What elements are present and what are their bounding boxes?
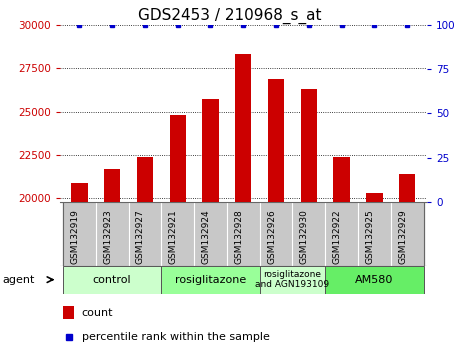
Text: GSM132923: GSM132923 [103,210,112,264]
Text: GSM132927: GSM132927 [136,210,145,264]
Text: GSM132925: GSM132925 [365,210,375,264]
Text: GSM132924: GSM132924 [202,210,211,264]
Text: GSM132930: GSM132930 [300,210,309,264]
Bar [325,202,358,266]
Text: GSM132921: GSM132921 [169,210,178,264]
Bar [325,266,424,294]
Text: AM580: AM580 [355,275,394,285]
Text: count: count [82,308,113,318]
Bar [227,202,260,266]
Text: GSM132929: GSM132929 [398,210,407,264]
Bar [169,115,186,354]
Bar [366,193,383,354]
Bar [137,157,153,354]
Text: GSM132919: GSM132919 [70,210,79,264]
Text: GDS2453 / 210968_s_at: GDS2453 / 210968_s_at [138,8,321,24]
Bar [63,202,96,266]
Bar [129,202,161,266]
Bar [235,54,252,354]
Text: GSM132928: GSM132928 [234,210,243,264]
Bar [301,89,317,354]
Bar [333,157,350,354]
Bar [292,202,325,266]
Text: percentile rank within the sample: percentile rank within the sample [82,332,269,342]
Text: rosiglitazone
and AGN193109: rosiglitazone and AGN193109 [255,270,330,289]
Text: GSM132926: GSM132926 [267,210,276,264]
Bar [161,266,260,294]
Bar [268,79,284,354]
Bar [63,266,161,294]
Bar [391,202,424,266]
Bar [399,174,415,354]
Bar [96,202,129,266]
Bar [63,307,74,319]
Bar [104,169,120,354]
Text: GSM132922: GSM132922 [333,210,341,264]
Bar [202,99,218,354]
Bar [260,266,325,294]
Bar [260,202,292,266]
Bar [71,183,88,354]
Bar [358,202,391,266]
Text: rosiglitazone: rosiglitazone [175,275,246,285]
Bar [161,202,194,266]
Text: control: control [93,275,131,285]
Bar [194,202,227,266]
Text: agent: agent [2,275,35,285]
